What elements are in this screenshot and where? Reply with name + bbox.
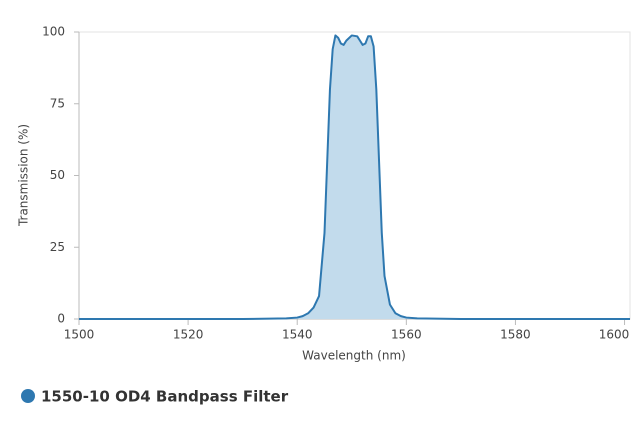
legend-label: 1550-10 OD4 Bandpass Filter [41,388,289,406]
area [79,35,630,319]
y-tick-label: 75 [50,96,65,110]
x-axis-title: Wavelength (nm) [302,349,406,363]
y-axis-title: Transmission (%) [17,124,31,227]
y-tick-label: 25 [50,240,65,254]
y-tick-label: 0 [57,312,65,326]
x-tick-label: 1600 [599,328,630,342]
line [79,34,630,320]
x-tick-label: 1520 [173,328,204,342]
y-tick-label: 50 [50,168,65,182]
y-tick-label: 100 [42,25,65,39]
legend-marker [21,389,35,403]
x-tick-label: 1500 [64,328,95,342]
x-tick-label: 1540 [282,328,313,342]
x-tick-label: 1560 [391,328,422,342]
x-tick-label: 1580 [500,328,531,342]
